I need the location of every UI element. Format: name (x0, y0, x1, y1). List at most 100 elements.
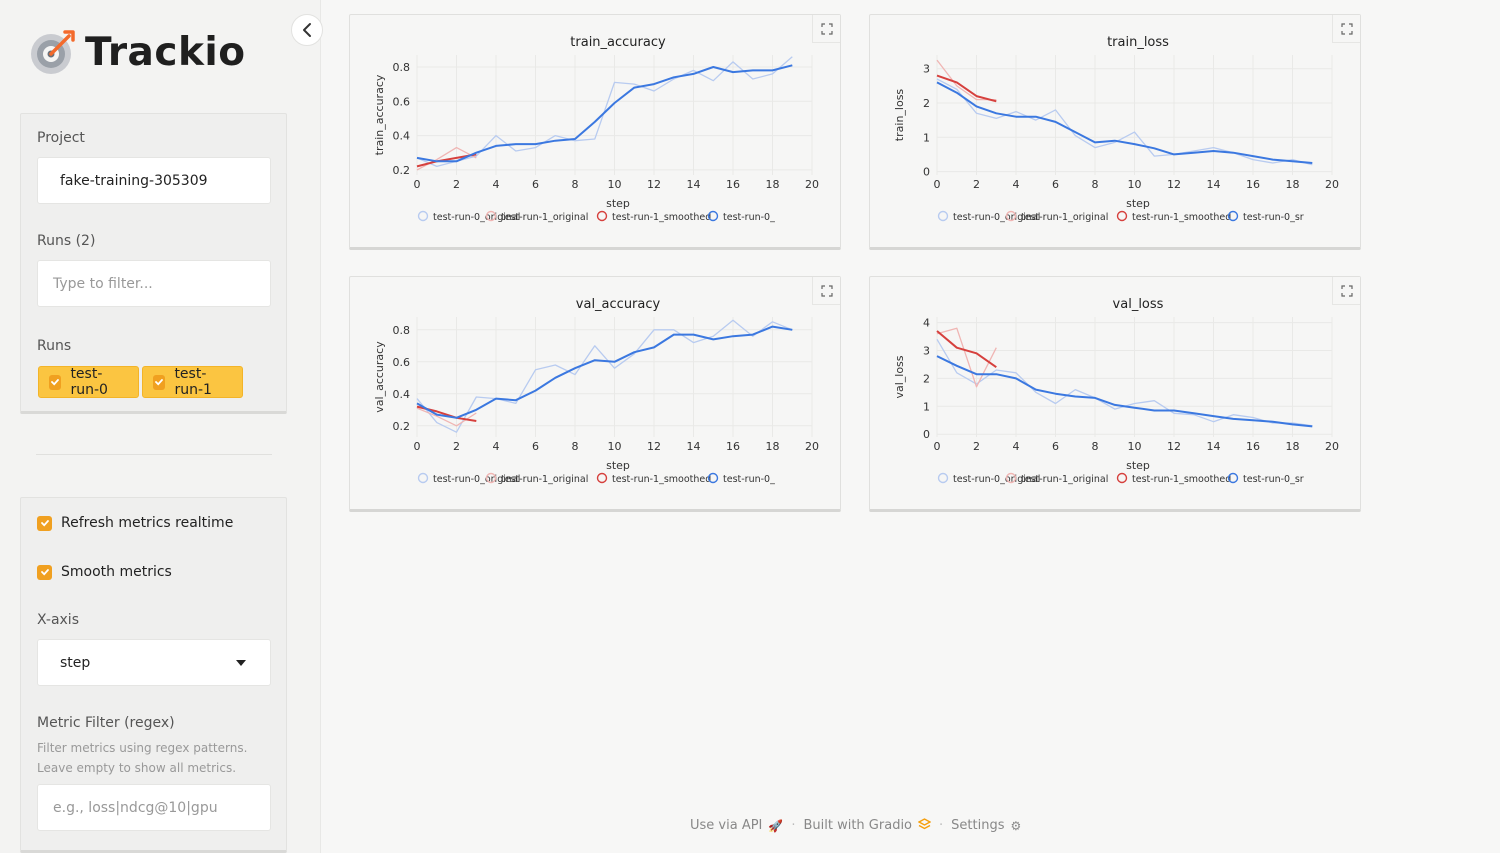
fullscreen-button[interactable] (812, 277, 840, 305)
y-tick-label: 0.2 (393, 420, 411, 433)
y-tick-label: 1 (923, 131, 930, 144)
series-line-test-run-1_smoothed (936, 74, 997, 103)
settings-link[interactable]: Settings (951, 818, 1005, 833)
chart-train-accuracy: train_accuracy 0 2 4 6 8 10 12 14 16 18 20 0.2 0.4 0.6… (373, 35, 819, 223)
project-panel: Project fake-training-305309 Runs (2) Ty… (20, 113, 287, 414)
refresh-realtime-label: Refresh metrics realtime (61, 515, 234, 531)
run-chip-test-run-1[interactable]: test-run-1 (142, 366, 243, 398)
legend-label: test-run-1_original (501, 212, 588, 223)
x-tick-label: 8 (1092, 440, 1099, 453)
project-dropdown[interactable]: fake-training-305309 (37, 157, 271, 204)
legend-label: test-run-0_sr (1243, 474, 1304, 485)
chevron-left-icon (303, 23, 311, 37)
y-axis-label: val_accuracy (373, 341, 386, 413)
series-line-test-run-0_original (936, 78, 1313, 166)
legend-label: test-run-1_original (1021, 474, 1108, 485)
fullscreen-button[interactable] (812, 15, 840, 43)
app-title: Trackio (85, 29, 246, 75)
legend-label: test-run-0_ (723, 212, 775, 223)
chart-card-train-loss: train_loss 0 2 4 6 8 10 12 14 16 18 20 0 1 2 3 step train… (869, 14, 1361, 250)
x-tick-label: 2 (453, 440, 460, 453)
series-line-test-run-0_smoothed (416, 64, 793, 163)
footer: Use via API 🚀 · Built with Gradio · Sett… (690, 818, 1021, 833)
y-axis-label: train_accuracy (373, 74, 386, 155)
series-line-test-run-0_original (416, 56, 793, 168)
y-tick-label: 0.4 (393, 388, 411, 401)
legend-marker (1227, 472, 1239, 484)
y-tick-label: 3 (923, 344, 930, 357)
y-tick-label: 2 (923, 97, 930, 110)
legend-marker (707, 210, 719, 222)
settings-panel: Refresh metrics realtime Smooth metrics … (20, 497, 287, 853)
metric-filter-input[interactable]: e.g., loss|ndcg@10|gpu (37, 784, 271, 831)
x-tick-label: 16 (726, 178, 740, 191)
x-tick-label: 16 (1246, 440, 1260, 453)
legend-marker (707, 472, 719, 484)
legend-marker (485, 472, 497, 484)
x-tick-label: 18 (1286, 178, 1300, 191)
legend-marker (596, 210, 608, 222)
x-tick-label: 14 (1207, 178, 1221, 191)
legend-marker (937, 210, 949, 222)
chart-title: train_accuracy (570, 35, 666, 50)
gradio-logo-icon (917, 818, 932, 833)
x-tick-label: 4 (1013, 440, 1020, 453)
use-via-api-link[interactable]: Use via API (690, 818, 763, 833)
legend-label: test-run-0_original (433, 212, 520, 223)
legend-label: test-run-1_smoothed (612, 474, 711, 485)
sidebar: Trackio Project fake-training-305309 Run… (0, 0, 323, 853)
x-tick-label: 10 (608, 440, 622, 453)
trackio-logo-icon (31, 30, 75, 74)
dropdown-caret-icon (236, 660, 246, 666)
y-tick-label: 1 (923, 400, 930, 413)
y-tick-label: 4 (923, 317, 930, 330)
built-with-gradio-link[interactable]: Built with Gradio (803, 818, 913, 833)
series-line-test-run-0_smoothed (936, 355, 1313, 428)
refresh-realtime-checkbox[interactable]: Refresh metrics realtime (37, 515, 233, 531)
x-tick-label: 20 (1325, 178, 1339, 191)
y-tick-label: 0.8 (393, 61, 411, 74)
metric-filter-label: Metric Filter (regex) (37, 715, 175, 731)
legend-label: test-run-0_original (433, 474, 520, 485)
x-tick-label: 8 (1092, 178, 1099, 191)
legend-label: test-run-0_sr (1243, 212, 1304, 223)
fullscreen-icon (820, 22, 833, 35)
x-tick-label: 16 (1246, 178, 1260, 191)
x-tick-label: 16 (726, 440, 740, 453)
checkbox-checked-icon[interactable] (49, 374, 62, 390)
run-chip-test-run-0[interactable]: test-run-0 (38, 366, 139, 398)
x-tick-label: 20 (805, 178, 819, 191)
checkbox-checked-icon[interactable] (153, 374, 166, 390)
x-tick-label: 12 (647, 178, 661, 191)
legend-marker (485, 210, 497, 222)
x-tick-label: 18 (1286, 440, 1300, 453)
x-axis-label: step (1126, 459, 1150, 472)
runs-filter-input[interactable]: Type to filter... (37, 260, 271, 307)
rocket-icon: 🚀 (768, 818, 784, 833)
collapse-sidebar-button[interactable] (291, 14, 323, 46)
xaxis-dropdown[interactable]: step (37, 639, 271, 686)
legend-label: test-run-1_original (501, 474, 588, 485)
checkbox-checked-icon[interactable] (37, 564, 52, 580)
y-tick-label: 0 (923, 166, 930, 179)
x-tick-label: 2 (973, 440, 980, 453)
fullscreen-button[interactable] (1332, 277, 1360, 305)
y-tick-label: 0.2 (393, 164, 411, 177)
y-axis-label: train_loss (893, 89, 906, 142)
x-tick-label: 0 (934, 440, 941, 453)
x-tick-label: 20 (805, 440, 819, 453)
chart-title: val_loss (1113, 297, 1164, 312)
series-line-test-run-0_smoothed (416, 325, 793, 419)
y-axis-label: val_loss (893, 355, 906, 398)
checkbox-checked-icon[interactable] (37, 515, 52, 531)
y-tick-label: 0.6 (393, 356, 411, 369)
x-tick-label: 4 (493, 440, 500, 453)
smooth-metrics-checkbox[interactable]: Smooth metrics (37, 564, 172, 580)
x-tick-label: 0 (414, 440, 421, 453)
fullscreen-icon (1340, 22, 1353, 35)
x-tick-label: 14 (687, 178, 701, 191)
fullscreen-button[interactable] (1332, 15, 1360, 43)
legend-marker (1005, 472, 1017, 484)
